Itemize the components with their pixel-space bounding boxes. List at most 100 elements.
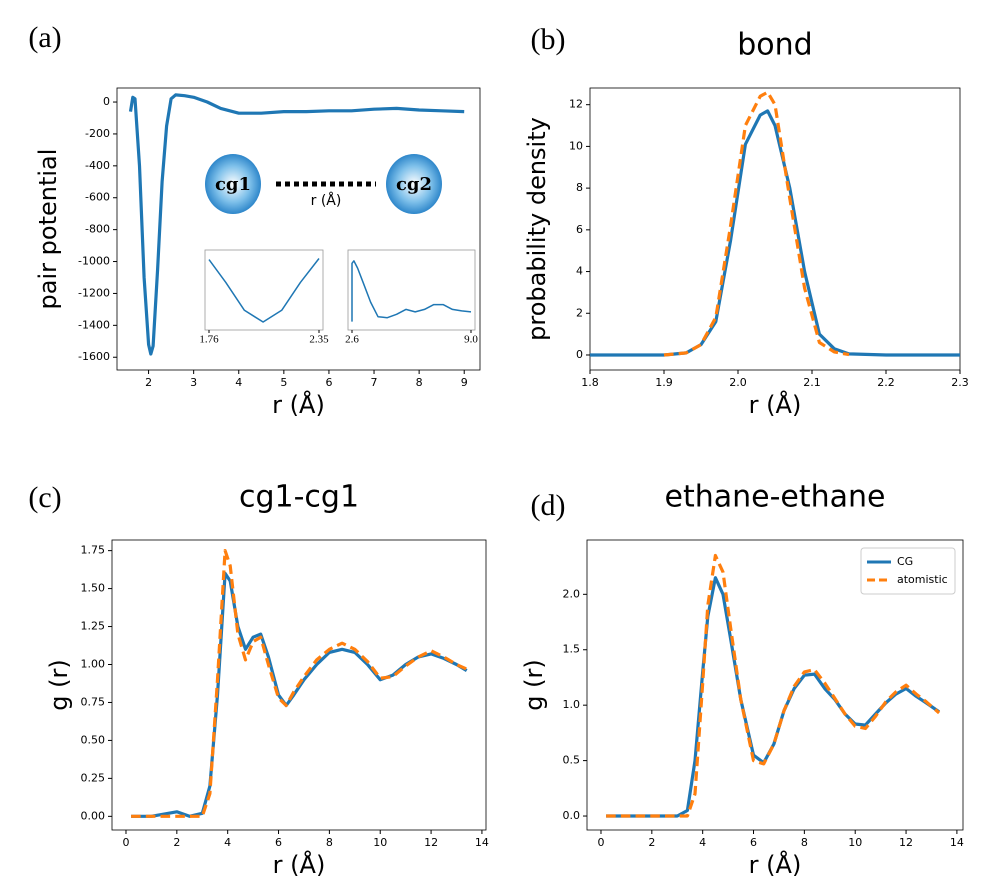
y-tick-label: 0 <box>576 348 583 361</box>
line-series <box>128 93 465 356</box>
y-tick-label: 1.5 <box>563 643 581 656</box>
y-tick-label: 1.00 <box>81 658 106 671</box>
line-series <box>131 571 468 818</box>
x-tick-label: 6 <box>325 376 332 389</box>
plot-frame <box>586 539 964 831</box>
y-tick-label: 2.0 <box>563 587 581 600</box>
panel-label: (d) <box>531 489 566 522</box>
y-tick-label: 2 <box>576 306 583 319</box>
x-tick-label: 12 <box>424 836 438 849</box>
y-tick-label: 12 <box>569 98 583 111</box>
y-tick-label: 0.5 <box>563 754 581 767</box>
line-series <box>351 260 472 322</box>
x-tick-label: 4 <box>699 836 706 849</box>
plot-frame <box>111 539 487 831</box>
y-tick-label: 0.0 <box>563 809 581 822</box>
y-tick-label: -200 <box>85 127 110 140</box>
y-tick-label: 0.00 <box>81 809 106 822</box>
y-tick-label: 1.75 <box>81 544 106 557</box>
x-tick-label: 5 <box>280 376 287 389</box>
panel-label: (b) <box>531 23 566 56</box>
x-tick-label: 6 <box>275 836 282 849</box>
x-tick-label: 12 <box>899 836 913 849</box>
x-axis-label: r (Å) <box>749 850 802 879</box>
y-tick-label: 1.25 <box>81 620 106 633</box>
x-tick-label: 2.1 <box>803 376 821 389</box>
y-tick-label: 10 <box>569 139 583 152</box>
x-tick-label: 8 <box>801 836 808 849</box>
line-series <box>663 90 850 357</box>
y-tick-label: -1600 <box>78 350 110 363</box>
x-axis-label: r (Å) <box>749 390 802 419</box>
y-tick-label: 0 <box>103 95 110 108</box>
x-axis-label: r (Å) <box>273 850 326 879</box>
bead-label: cg2 <box>396 174 432 195</box>
y-tick-label: -800 <box>85 223 110 236</box>
legend-frame <box>860 547 956 595</box>
x-tick-label: 3 <box>190 376 197 389</box>
y-tick-label: 0.50 <box>81 733 106 746</box>
y-tick-label: 8 <box>576 181 583 194</box>
inset-frame <box>347 249 476 331</box>
x-tick-label: 8 <box>416 376 423 389</box>
y-tick-label: 0.25 <box>81 771 106 784</box>
y-tick-label: -400 <box>85 159 110 172</box>
y-tick-label: -1000 <box>78 255 110 268</box>
x-tick-label: 2.6 <box>345 334 359 346</box>
x-tick-label: 2.35 <box>309 334 329 346</box>
y-axis-label: g (r) <box>520 659 548 710</box>
y-tick-label: 0.75 <box>81 695 106 708</box>
y-axis-label: pair potential <box>34 149 62 310</box>
chart-title: cg1-cg1 <box>239 480 359 515</box>
diagram: cg1 cg2 r (Å) <box>205 154 442 214</box>
line-series <box>606 553 941 818</box>
distance-label: r (Å) <box>311 192 342 209</box>
x-tick-label: 9.0 <box>464 334 478 346</box>
x-tick-label: 10 <box>373 836 387 849</box>
y-tick-label: -1200 <box>78 286 110 299</box>
bead <box>386 154 442 214</box>
x-tick-label: 0 <box>597 836 604 849</box>
legend-label: CG <box>897 555 913 568</box>
y-tick-label: -600 <box>85 191 110 204</box>
x-tick-label: 9 <box>461 376 468 389</box>
panel-label: (a) <box>28 21 61 54</box>
x-tick-label: 7 <box>371 376 378 389</box>
x-tick-label: 4 <box>235 376 242 389</box>
line-series <box>131 549 468 818</box>
x-tick-label: 8 <box>326 836 333 849</box>
x-tick-label: 2.2 <box>877 376 895 389</box>
y-tick-label: 4 <box>576 265 583 278</box>
bead <box>205 154 261 214</box>
plot-frame <box>116 87 481 371</box>
x-tick-label: 6 <box>750 836 757 849</box>
y-axis-label: probability density <box>523 117 551 341</box>
legend-label: atomistic <box>897 573 948 586</box>
y-tick-label: 1.50 <box>81 582 106 595</box>
line-series <box>208 258 320 323</box>
y-axis-label: g (r) <box>45 659 73 710</box>
panel-label: (c) <box>28 481 61 514</box>
inset-frame <box>204 249 324 331</box>
x-tick-label: 2.3 <box>951 376 969 389</box>
x-tick-label: 14 <box>475 836 489 849</box>
x-tick-label: 2 <box>648 836 655 849</box>
x-tick-label: 1.8 <box>581 376 599 389</box>
chart-title: ethane-ethane <box>664 480 885 515</box>
y-tick-label: 1.0 <box>563 698 581 711</box>
x-tick-label: 10 <box>848 836 862 849</box>
bead-label: cg1 <box>215 174 251 195</box>
line-series <box>590 109 960 357</box>
x-tick-label: 0 <box>122 836 129 849</box>
x-tick-label: 2 <box>145 376 152 389</box>
chart-title: bond <box>737 28 812 63</box>
y-tick-label: -1400 <box>78 318 110 331</box>
x-tick-label: 14 <box>950 836 964 849</box>
x-axis-label: r (Å) <box>272 390 325 419</box>
x-tick-label: 1.9 <box>655 376 673 389</box>
plot-frame <box>589 87 961 371</box>
x-tick-label: 1.76 <box>199 334 219 346</box>
x-tick-label: 4 <box>224 836 231 849</box>
y-tick-label: 6 <box>576 223 583 236</box>
